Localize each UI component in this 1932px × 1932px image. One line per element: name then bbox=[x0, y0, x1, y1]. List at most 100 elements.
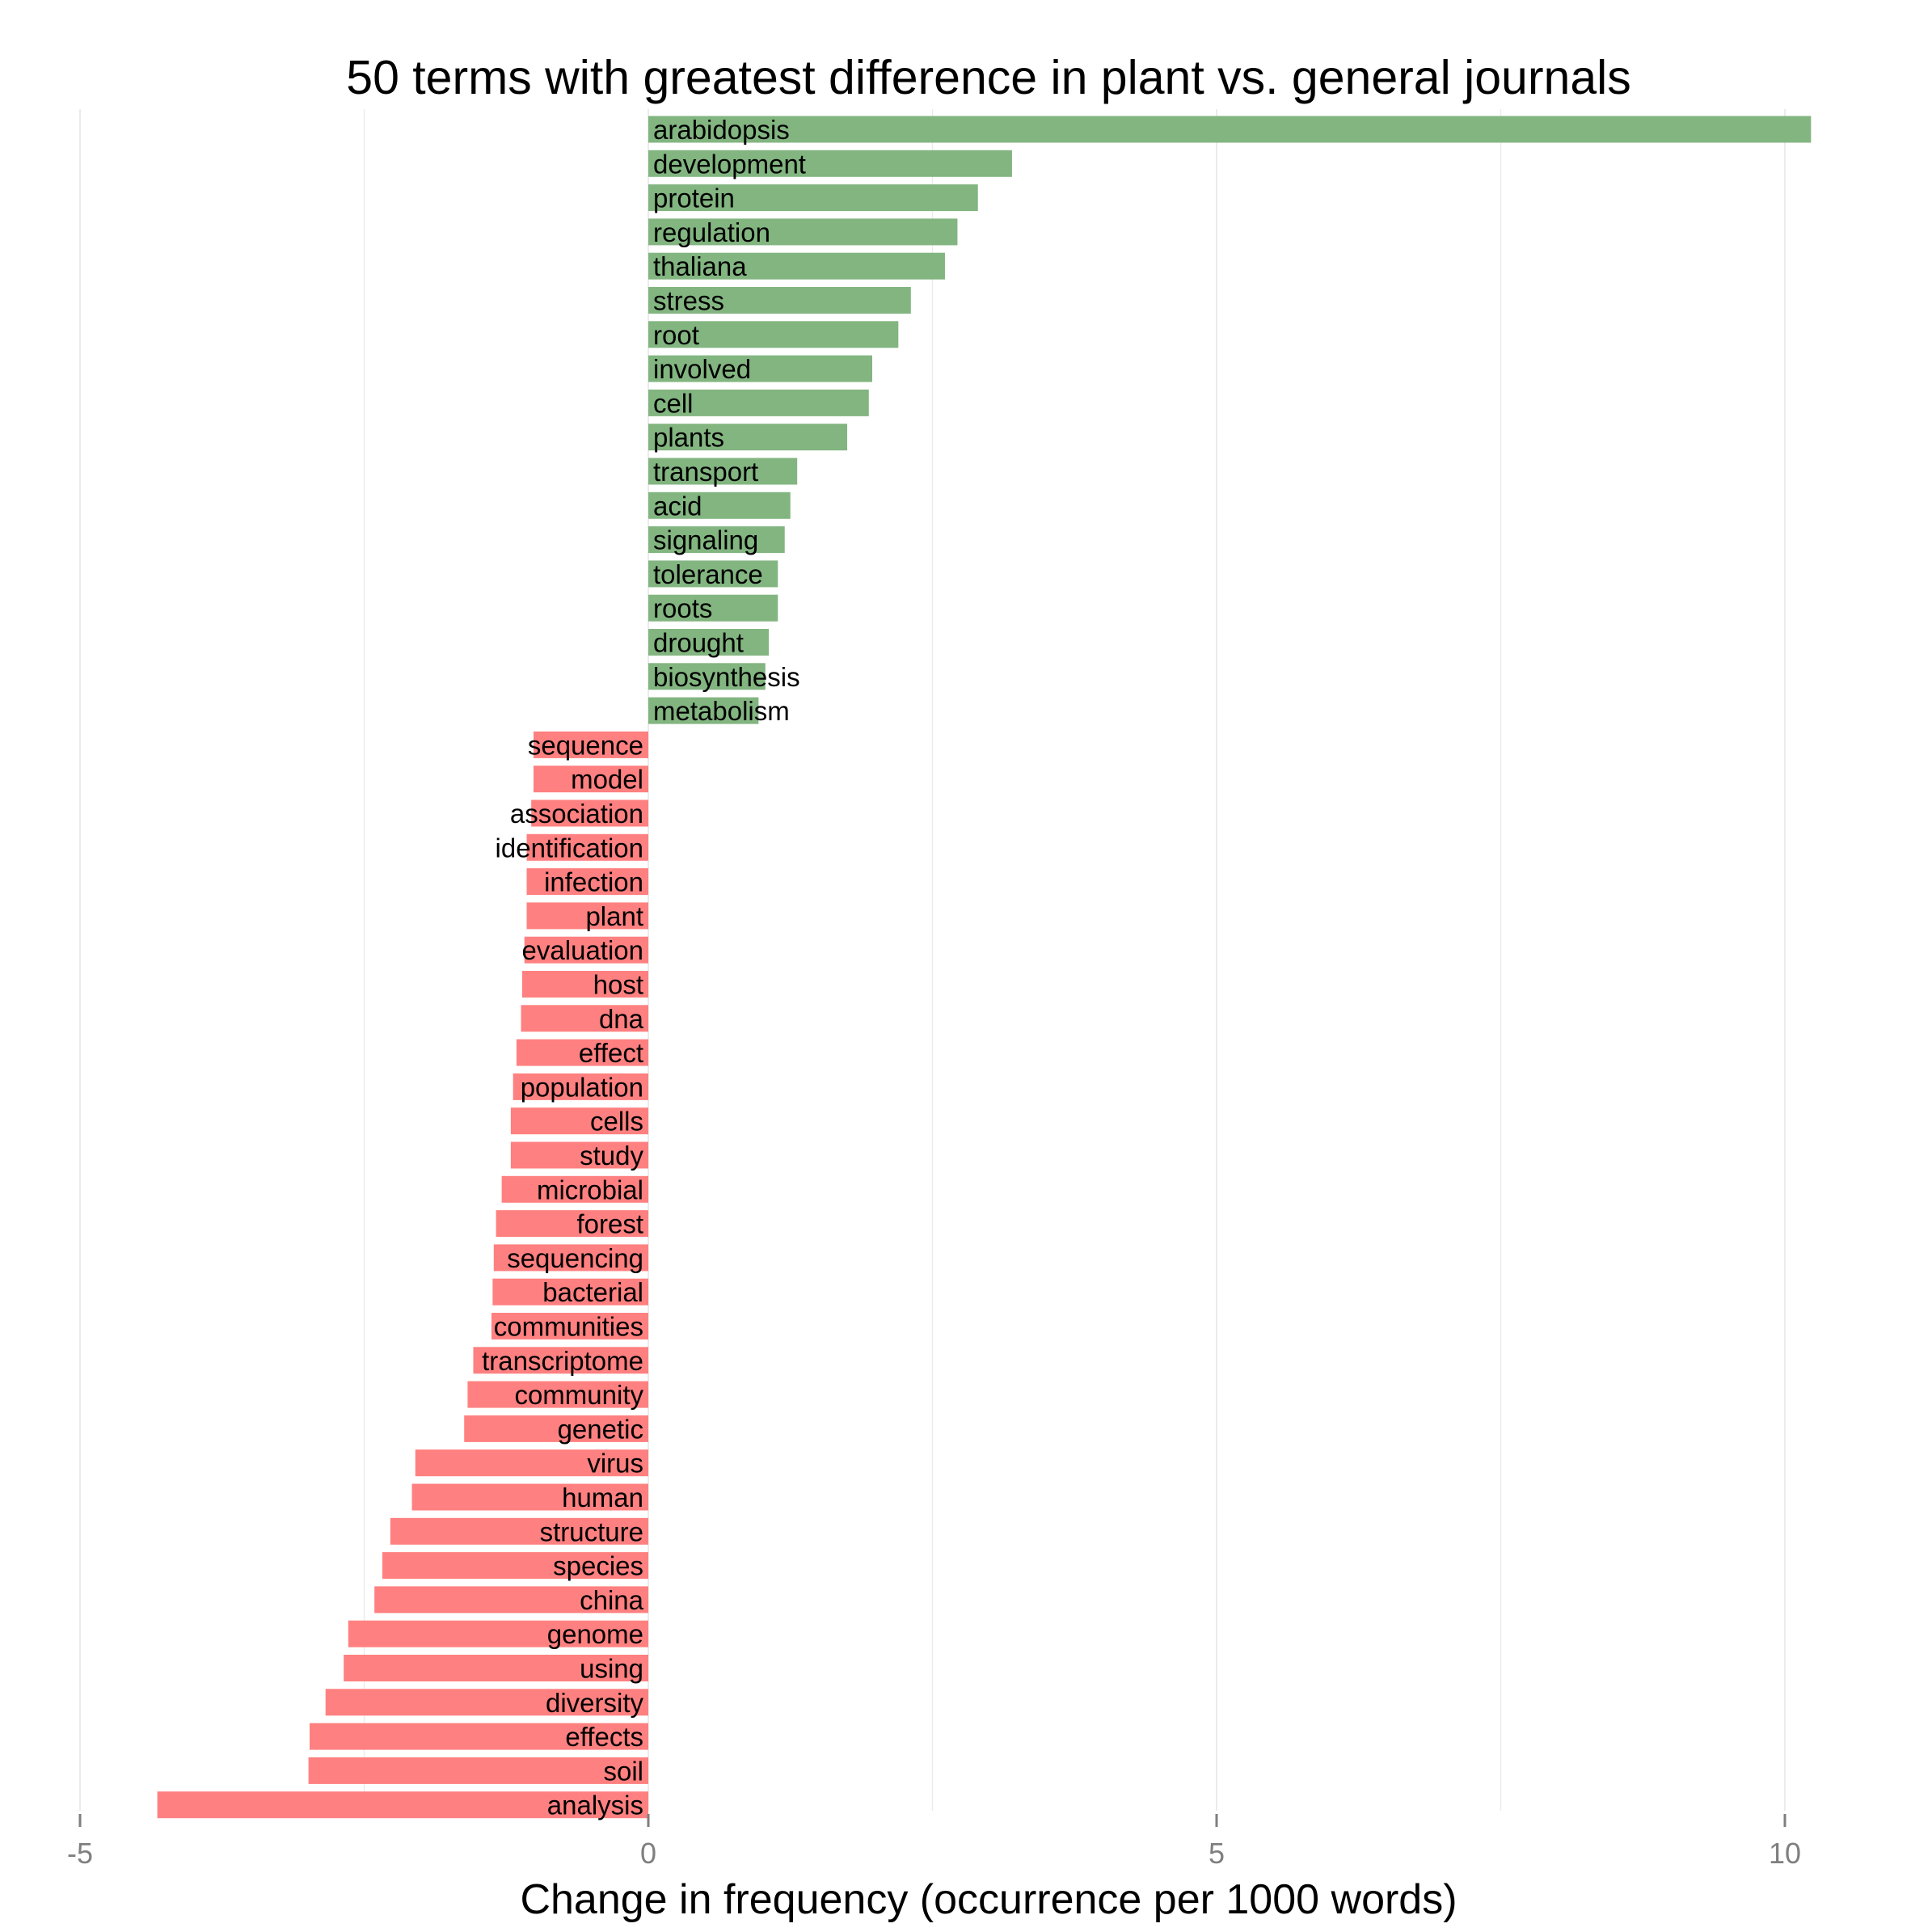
bar-identification bbox=[526, 833, 648, 861]
bar-label: infection bbox=[544, 867, 643, 897]
bar-label: cells bbox=[590, 1107, 643, 1137]
bar-label: identification bbox=[496, 833, 643, 863]
bar-label: tolerance bbox=[653, 559, 763, 589]
bar-infection bbox=[526, 868, 648, 896]
bar-label: development bbox=[653, 149, 806, 179]
bar-label: association bbox=[510, 799, 643, 829]
bar-microbial bbox=[501, 1175, 648, 1203]
bar-protein bbox=[648, 184, 978, 212]
bar-transport bbox=[648, 458, 798, 485]
bar-thaliana bbox=[648, 252, 945, 280]
bar-structure bbox=[390, 1517, 648, 1545]
bar-involved bbox=[648, 355, 872, 382]
bar-label: dna bbox=[599, 1004, 644, 1034]
bar-label: cell bbox=[653, 388, 694, 418]
bar-label: transcriptome bbox=[482, 1346, 643, 1376]
bar-label: analysis bbox=[547, 1791, 643, 1820]
bar-study bbox=[510, 1141, 648, 1169]
bar-genome bbox=[348, 1620, 648, 1647]
bar-label: evaluation bbox=[522, 935, 643, 965]
bar-host bbox=[521, 971, 648, 998]
bar-virus bbox=[415, 1449, 648, 1477]
bar-label: study bbox=[580, 1141, 643, 1171]
bar-cells bbox=[510, 1107, 648, 1135]
bar-label: plants bbox=[653, 423, 724, 453]
bar-diversity bbox=[325, 1689, 648, 1716]
x-axis-label: Change in frequency (occurrence per 1000… bbox=[520, 1876, 1457, 1923]
bar-label: involved bbox=[653, 354, 751, 384]
bar-human bbox=[411, 1483, 648, 1511]
bar-using bbox=[344, 1655, 648, 1681]
bar-label: signaling bbox=[653, 525, 758, 555]
bar-label: virus bbox=[587, 1449, 643, 1479]
bar-label: genome bbox=[547, 1619, 643, 1649]
bar-communities bbox=[491, 1313, 648, 1339]
bar-label: sequence bbox=[528, 730, 643, 760]
bar-sequence bbox=[533, 731, 648, 758]
bar-label: community bbox=[514, 1380, 643, 1410]
bar-label: using bbox=[580, 1654, 643, 1684]
bar-tolerance bbox=[648, 560, 778, 588]
bar-label: sequencing bbox=[507, 1243, 643, 1273]
bar-label: thaliana bbox=[653, 251, 747, 281]
bar-community bbox=[467, 1381, 648, 1408]
bar-label: human bbox=[562, 1483, 643, 1512]
bar-label: microbial bbox=[537, 1175, 643, 1204]
bar-dna bbox=[521, 1005, 648, 1032]
bar-analysis bbox=[157, 1791, 648, 1819]
bar-china bbox=[374, 1586, 648, 1614]
bar-sequencing bbox=[493, 1244, 648, 1272]
bar-label: metabolism bbox=[653, 696, 790, 726]
bar-label: biosynthesis bbox=[653, 662, 800, 692]
bar-label: communities bbox=[494, 1312, 643, 1342]
bar-stress bbox=[648, 287, 911, 314]
bar-soil bbox=[308, 1757, 648, 1784]
bar-development bbox=[648, 150, 1012, 177]
bar-label: plant bbox=[585, 901, 643, 931]
bar-evaluation bbox=[524, 936, 648, 964]
x-tick-label: 0 bbox=[640, 1837, 656, 1870]
bar-label: drought bbox=[653, 628, 744, 658]
bar-label: diversity bbox=[546, 1688, 644, 1718]
bar-association bbox=[531, 799, 648, 827]
bar-metabolism bbox=[648, 697, 759, 724]
bar-acid bbox=[648, 491, 791, 519]
bar-label: host bbox=[593, 970, 643, 1000]
bar-roots bbox=[648, 594, 778, 622]
bar-label: effects bbox=[565, 1722, 643, 1752]
bar-transcriptome bbox=[473, 1347, 648, 1374]
bar-label: effect bbox=[579, 1038, 643, 1068]
bar-label: china bbox=[580, 1585, 644, 1615]
bar-plant bbox=[526, 902, 648, 930]
bar-bacterial bbox=[492, 1278, 648, 1306]
bar-label: structure bbox=[540, 1516, 643, 1546]
x-tick-label: -5 bbox=[67, 1837, 93, 1870]
bar-root bbox=[648, 321, 899, 348]
bar-genetic bbox=[464, 1415, 648, 1442]
bar-label: protein bbox=[653, 183, 735, 213]
bar-plants bbox=[648, 424, 848, 451]
bar-label: acid bbox=[653, 491, 702, 521]
bar-label: model bbox=[571, 765, 643, 795]
bar-label: roots bbox=[653, 593, 712, 623]
bar-regulation bbox=[648, 218, 958, 246]
bar-label: root bbox=[653, 320, 699, 350]
bar-effects bbox=[310, 1723, 648, 1750]
bar-label: genetic bbox=[558, 1414, 643, 1444]
bar-label: arabidopsis bbox=[653, 115, 790, 145]
bar-label: soil bbox=[603, 1756, 643, 1786]
bar-label: forest bbox=[576, 1209, 643, 1239]
bar-label: species bbox=[553, 1551, 643, 1581]
x-tick-label: 5 bbox=[1209, 1837, 1225, 1870]
bar-label: stress bbox=[653, 286, 724, 316]
bar-population bbox=[513, 1073, 648, 1100]
bar-signaling bbox=[648, 526, 785, 554]
bar-arabidopsis bbox=[648, 116, 1812, 143]
bar-biosynthesis bbox=[648, 663, 766, 690]
bar-label: transport bbox=[653, 457, 758, 487]
bar-effect bbox=[516, 1039, 648, 1066]
bar-label: regulation bbox=[653, 217, 770, 247]
bar-species bbox=[382, 1552, 648, 1580]
